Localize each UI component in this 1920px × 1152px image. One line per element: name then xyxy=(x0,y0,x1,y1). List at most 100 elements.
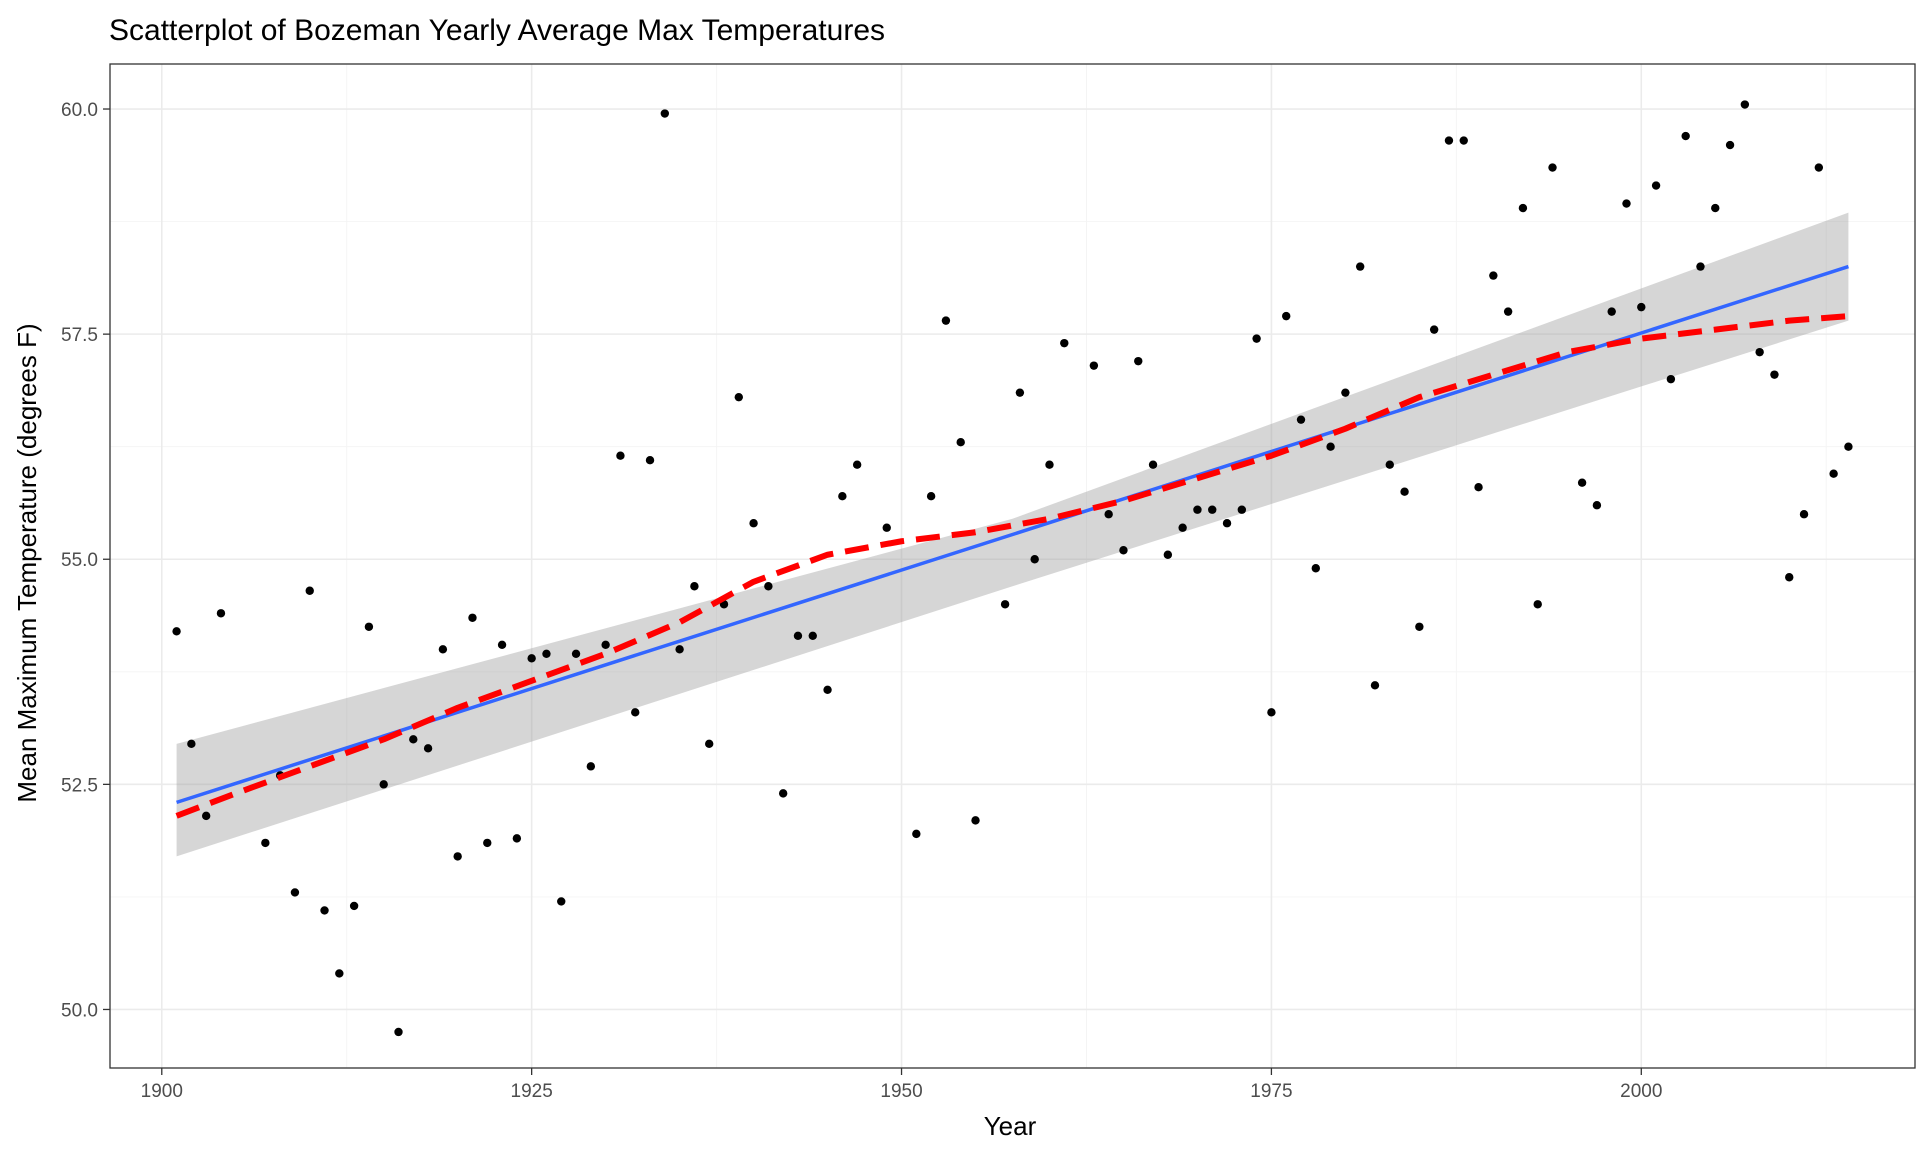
data-point xyxy=(1267,708,1276,717)
y-tick-label: 50.0 xyxy=(61,1000,98,1021)
data-point xyxy=(778,789,788,798)
x-tick-label: 1900 xyxy=(141,1081,183,1102)
data-point xyxy=(616,451,625,460)
data-point xyxy=(1474,483,1483,492)
data-point xyxy=(1104,510,1113,519)
data-point xyxy=(838,492,847,501)
data-point xyxy=(305,586,314,595)
data-point xyxy=(438,645,448,654)
data-point xyxy=(1060,338,1069,348)
data-point xyxy=(1592,501,1602,510)
data-point xyxy=(586,762,596,771)
y-tick-label: 57.5 xyxy=(61,325,98,346)
y-tick-label: 60.0 xyxy=(61,100,98,121)
data-point xyxy=(1711,203,1720,213)
data-point xyxy=(453,852,462,861)
data-point xyxy=(734,392,743,402)
x-tick-label: 1950 xyxy=(880,1081,922,1102)
data-points-layer xyxy=(172,100,1853,1037)
data-point xyxy=(1089,361,1099,370)
data-point xyxy=(571,649,581,658)
data-point xyxy=(1355,262,1365,271)
data-point xyxy=(1282,311,1291,321)
data-point xyxy=(808,631,817,640)
data-point xyxy=(1740,100,1750,109)
data-point xyxy=(1637,302,1646,312)
smooth-trend-line xyxy=(175,313,1849,819)
data-point xyxy=(631,708,640,717)
major-gridlines xyxy=(110,64,1915,1068)
data-point xyxy=(1844,442,1853,451)
data-point xyxy=(364,622,374,631)
data-point xyxy=(1208,505,1217,514)
data-point xyxy=(941,316,951,325)
data-point xyxy=(512,834,522,843)
data-point xyxy=(1222,519,1232,528)
data-point xyxy=(394,1027,403,1037)
data-point xyxy=(601,640,610,649)
x-tick-label: 2000 xyxy=(1620,1081,1662,1102)
data-point xyxy=(1622,199,1631,208)
linear-fit-line xyxy=(176,264,1849,805)
data-point xyxy=(1770,370,1779,379)
data-point xyxy=(1814,163,1824,172)
data-point xyxy=(823,685,832,695)
data-point xyxy=(1489,271,1498,280)
data-point xyxy=(557,897,566,906)
data-point xyxy=(1252,334,1261,343)
data-point xyxy=(423,744,433,753)
data-point xyxy=(1755,347,1764,357)
data-point xyxy=(1429,325,1439,334)
data-point xyxy=(690,582,699,591)
data-point xyxy=(542,649,551,658)
data-point xyxy=(1237,505,1247,514)
data-point xyxy=(320,906,329,915)
x-tick-label: 1975 xyxy=(1250,1081,1292,1102)
data-point xyxy=(1030,555,1039,564)
data-point xyxy=(971,816,980,825)
data-point xyxy=(1311,564,1320,573)
x-tick-label: 1925 xyxy=(511,1081,553,1102)
data-point xyxy=(705,739,714,749)
data-point xyxy=(1548,163,1557,172)
data-point xyxy=(1725,140,1735,150)
data-point xyxy=(675,645,684,654)
x-axis-title: Year xyxy=(984,1111,1037,1141)
minor-gridlines xyxy=(110,64,1915,1068)
data-point xyxy=(1193,505,1202,514)
data-point xyxy=(1045,460,1054,469)
data-point xyxy=(1666,374,1676,384)
data-point xyxy=(290,888,300,897)
y-tick-label: 52.5 xyxy=(61,775,98,796)
data-point xyxy=(1296,415,1306,424)
data-point xyxy=(1015,388,1025,397)
data-point xyxy=(1696,262,1705,271)
data-point xyxy=(1681,131,1690,141)
y-axis-title: Mean Maximum Temperature (degrees F) xyxy=(12,323,42,802)
data-point xyxy=(1607,307,1616,316)
data-point xyxy=(764,582,773,591)
data-point xyxy=(497,640,507,649)
data-point xyxy=(483,838,492,848)
data-point xyxy=(749,519,758,528)
data-point xyxy=(956,437,965,447)
chart-title: Scatterplot of Bozeman Yearly Average Ma… xyxy=(109,14,885,47)
data-point xyxy=(882,523,891,532)
data-point xyxy=(1415,622,1424,631)
data-point xyxy=(1119,546,1128,555)
data-point xyxy=(1163,550,1173,559)
data-point xyxy=(468,613,477,622)
data-point xyxy=(1577,478,1587,487)
data-point xyxy=(660,109,670,118)
x-axis: 1900 1925 1950 1975 2000 xyxy=(141,1068,1662,1102)
data-point xyxy=(1341,388,1350,397)
data-point xyxy=(1518,203,1528,213)
data-point xyxy=(335,969,344,978)
data-point xyxy=(1503,307,1513,316)
data-point xyxy=(1829,469,1838,478)
data-point xyxy=(1533,600,1542,609)
data-point xyxy=(1459,136,1468,145)
data-point xyxy=(201,811,211,821)
data-point xyxy=(1651,181,1661,190)
data-point xyxy=(645,455,655,465)
